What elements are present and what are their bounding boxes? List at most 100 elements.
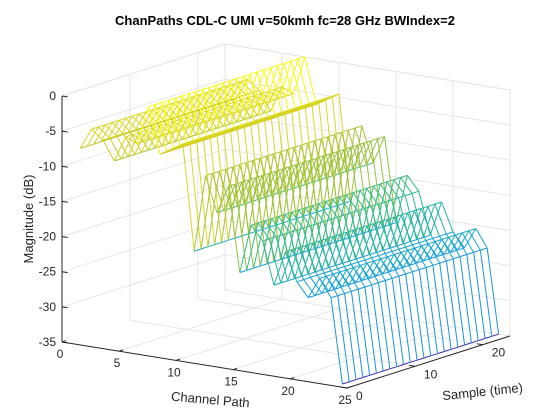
mesh-segment-x xyxy=(252,69,265,107)
mesh-segment-y xyxy=(448,234,456,238)
mesh-segment-y xyxy=(427,203,435,207)
mesh-segment-y xyxy=(371,255,379,259)
mesh-segment-x xyxy=(163,97,177,136)
mesh-segment-y xyxy=(344,290,352,294)
mesh-segment-x xyxy=(348,227,361,262)
mesh-segment-y xyxy=(357,259,365,263)
mesh-segment-x xyxy=(309,138,322,215)
mesh-segment-y xyxy=(350,261,359,265)
mesh-segment-x xyxy=(227,186,241,273)
mesh-segment-x xyxy=(414,247,427,268)
mesh-segment-y xyxy=(107,137,115,141)
mesh-segment-x xyxy=(218,128,231,135)
mesh-segment-y xyxy=(257,69,265,73)
x-tick-label: 5 xyxy=(114,356,121,370)
z-grid-back xyxy=(224,43,511,91)
y-tick-mark xyxy=(477,343,483,346)
mesh-segment-x xyxy=(202,89,215,138)
z-tick-mark xyxy=(61,271,68,274)
mesh-segment-x xyxy=(409,208,422,242)
mesh-segment-y xyxy=(154,121,162,126)
mesh-segment-x xyxy=(200,173,213,250)
mesh-segment-y xyxy=(425,264,434,268)
mesh-segment-x xyxy=(252,160,265,198)
mesh-segment-x xyxy=(325,201,338,218)
mesh-segment-x xyxy=(345,194,359,212)
mesh-segment-x xyxy=(298,247,311,278)
mesh-segment-x xyxy=(371,284,384,372)
mesh-segment-y xyxy=(394,251,402,256)
mesh-segment-x xyxy=(332,273,346,294)
mesh-segment-x xyxy=(216,84,229,133)
x-tick-mark xyxy=(175,358,181,361)
mesh-segment-x xyxy=(127,113,140,134)
z-axis-label: Magnitude (dB) xyxy=(21,175,36,264)
y-tick-label: 10 xyxy=(424,367,438,381)
mesh-segment-x xyxy=(325,275,339,296)
mesh-segment-x xyxy=(182,95,195,144)
mesh-segment-x xyxy=(353,267,366,288)
mesh-segment-y xyxy=(421,205,429,209)
mesh-segment-y xyxy=(132,113,140,117)
mesh-segment-x xyxy=(416,206,429,240)
mesh-segment-y xyxy=(464,342,472,346)
mesh-segment-x xyxy=(384,280,398,367)
mesh-segment-x xyxy=(209,135,222,243)
mesh-segment-x xyxy=(272,63,285,101)
mesh-segment-y xyxy=(339,269,347,273)
mesh-segment-y xyxy=(181,113,190,117)
mesh-segment-y xyxy=(362,374,370,378)
x-tick-label: 0 xyxy=(57,347,64,361)
z-tick-mark xyxy=(61,341,68,344)
mesh-segment-x xyxy=(355,225,368,260)
y-tick-label: 0 xyxy=(356,389,363,403)
mesh-segment-x xyxy=(132,134,145,142)
mesh-segment-x xyxy=(100,122,113,143)
mesh-segment-x xyxy=(161,121,174,147)
mesh-segment-x xyxy=(283,63,297,112)
mesh-segment-x xyxy=(337,295,350,382)
mesh-segment-x xyxy=(300,205,313,254)
mesh-segment-y xyxy=(221,239,229,243)
mesh-segment-y xyxy=(314,292,322,296)
mesh-segment-x xyxy=(381,179,395,228)
mesh-segment-x xyxy=(125,117,138,130)
mesh-segment-y xyxy=(398,273,406,277)
mesh-segment-x xyxy=(113,118,126,138)
mesh-segment-x xyxy=(182,143,195,252)
mesh-segment-x xyxy=(309,277,323,294)
mesh-segment-y xyxy=(430,353,438,357)
mesh-segment-y xyxy=(91,126,99,130)
mesh-segment-x xyxy=(166,146,179,153)
mesh-segment-x xyxy=(157,100,170,138)
x-axis-line xyxy=(61,341,348,389)
mesh-segment-x xyxy=(475,228,488,249)
mesh-segment-y xyxy=(270,65,278,69)
mesh-segment-y xyxy=(86,143,94,147)
mesh-segment-y xyxy=(455,232,463,236)
mesh-segment-y xyxy=(189,91,197,95)
mesh-segment-y xyxy=(349,379,357,383)
mesh-segment-x xyxy=(225,78,238,116)
mesh-segment-y xyxy=(209,84,217,88)
mesh-segment-y xyxy=(326,273,334,277)
mesh-segment-y xyxy=(148,104,156,108)
mesh-segment-x xyxy=(389,252,402,272)
mesh-segment-x xyxy=(256,91,269,116)
mesh-segment-x xyxy=(246,222,259,271)
mesh-segment-x xyxy=(134,111,147,132)
mesh-segment-x xyxy=(320,138,333,176)
mesh-segment-x xyxy=(184,139,197,146)
mesh-segment-x xyxy=(359,227,372,259)
mesh-segment-x xyxy=(293,104,306,111)
mesh-segment-x xyxy=(339,234,352,265)
mesh-segment-y xyxy=(480,247,488,251)
mesh-segment-x xyxy=(315,136,329,213)
mesh-segment-x xyxy=(127,132,140,157)
mesh-segment-x xyxy=(136,106,150,144)
mesh-segment-x xyxy=(327,136,340,174)
mesh-segment-x xyxy=(368,258,382,279)
mesh-segment-y xyxy=(214,242,222,246)
mesh-segment-y xyxy=(175,95,183,99)
mesh-segment-x xyxy=(257,222,270,240)
